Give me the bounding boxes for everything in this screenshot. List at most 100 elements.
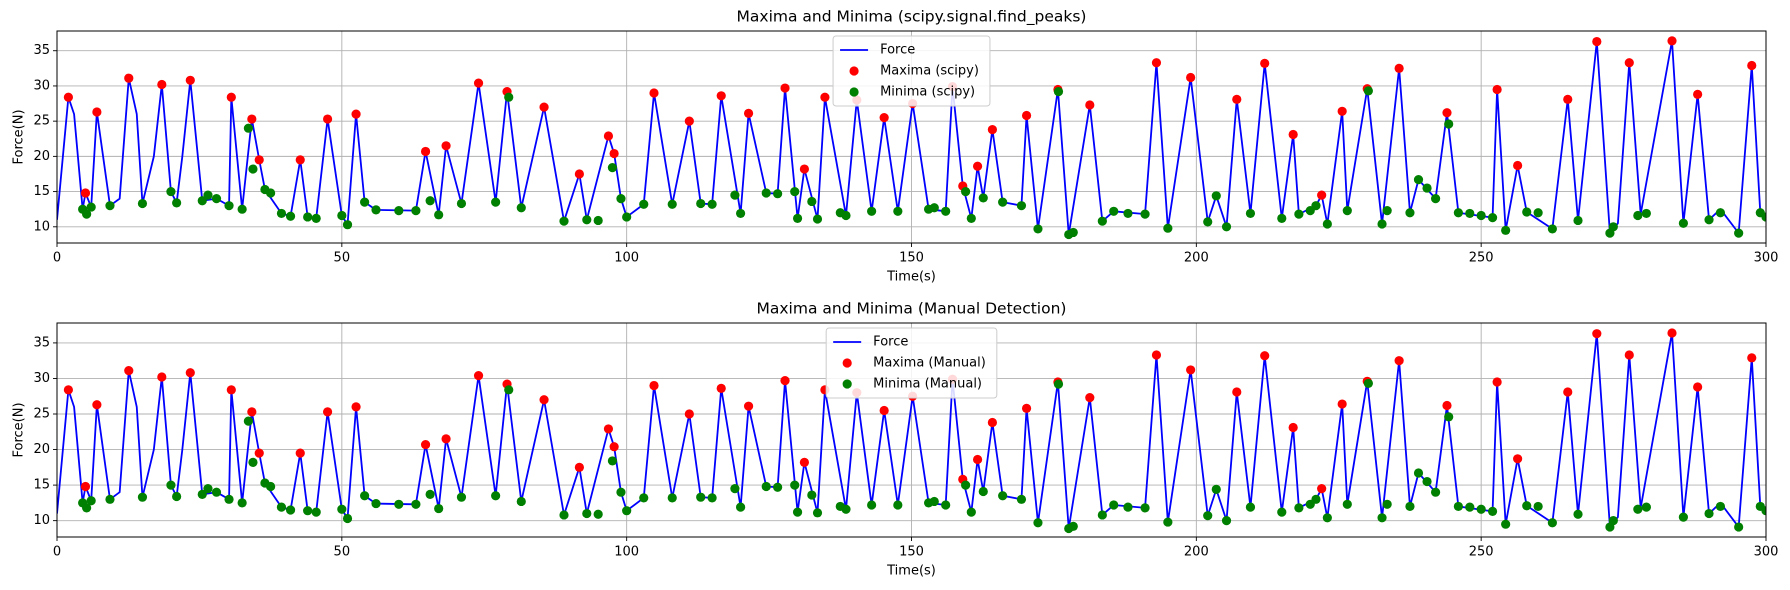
data-point [1487,506,1498,517]
data-point [987,125,997,135]
data-point [1085,393,1095,403]
data-point [1465,502,1475,512]
data-point [609,442,619,452]
data-point [1163,223,1173,233]
data-point [1151,350,1162,360]
data-point [1633,504,1643,514]
data-point [773,189,783,199]
data-point [649,380,659,391]
data-point [1715,208,1726,218]
data-point [63,92,73,102]
data-point [1693,382,1703,392]
data-point [929,203,939,213]
legend-box [825,327,998,399]
data-point [1476,210,1486,221]
legend: Force Maxima (scipy) Minima (scipy) [832,35,991,107]
data-point [1163,517,1173,527]
data-point [411,499,421,509]
data-point [684,116,694,126]
data-point [743,108,754,119]
data-point [1288,129,1298,140]
data-point [539,102,549,112]
data-point [1317,484,1327,494]
data-point [394,499,404,509]
data-point [303,212,313,222]
data-point [92,400,102,410]
data-point [1337,399,1347,409]
data-point [1487,213,1498,223]
data-point [696,492,706,502]
data-point [166,480,176,490]
data-point [224,494,234,504]
legend-item: Force [833,335,908,350]
data-point [593,215,603,226]
data-point [761,481,771,492]
data-point [730,484,740,494]
data-point [1277,507,1287,517]
data-point [867,500,877,510]
data-point [1211,484,1221,494]
data-point [197,489,207,499]
legend: Force Maxima (Manual) Minima (Manual) [825,327,998,399]
data-point [172,198,182,208]
data-point [203,484,213,494]
data-point [616,194,626,204]
data-point [1592,329,1602,339]
data-point [311,213,321,223]
data-point [276,502,287,512]
data-point [1294,503,1304,513]
chart-title: Maxima and Minima (scipy.signal.find_pea… [737,8,1087,27]
data-point [1641,502,1651,512]
data-point [105,494,115,504]
data-point [157,372,167,382]
data-point [247,407,257,417]
data-point [961,480,971,490]
data-point [1573,509,1583,519]
data-point [82,209,92,219]
data-point [224,201,234,211]
data-point [622,506,632,516]
data-point [1667,36,1677,46]
data-point [1053,379,1064,389]
data-point [411,206,421,216]
axes-frame [56,322,1767,538]
data-point [716,91,726,101]
data-point [1021,110,1032,121]
legend-label: Force [880,43,915,58]
data-point [473,371,484,381]
data-point [1016,494,1027,504]
data-point [441,141,451,151]
data-point [1377,513,1387,523]
data-point [972,454,983,465]
legend-label: Minima (scipy) [880,85,975,100]
data-point [211,487,222,497]
x-axis-label: Time(s) [886,564,936,579]
data-point [86,202,96,212]
data-point [1221,516,1232,526]
data-point [1761,506,1766,516]
data-point [1693,89,1703,99]
data-point [941,206,951,216]
data-point [1337,106,1347,116]
plot-area [57,36,1766,240]
x-tick-label: 0 [53,545,61,560]
data-point [1624,350,1634,360]
data-point [1747,60,1757,71]
y-tick-label: 35 [33,43,50,58]
data-point [1513,160,1523,171]
data-point [92,107,102,117]
x-tick-label: 50 [334,251,351,266]
data-point [582,215,592,225]
data-point [303,506,313,516]
data-point [1547,224,1557,234]
data-point [799,164,810,174]
data-point [473,78,484,88]
data-point [1211,191,1221,201]
data-point [266,481,276,492]
data-point [1123,502,1133,512]
data-point [243,416,254,426]
y-tick-label: 15 [33,478,50,493]
data-point [211,194,222,204]
data-point [1203,217,1213,227]
